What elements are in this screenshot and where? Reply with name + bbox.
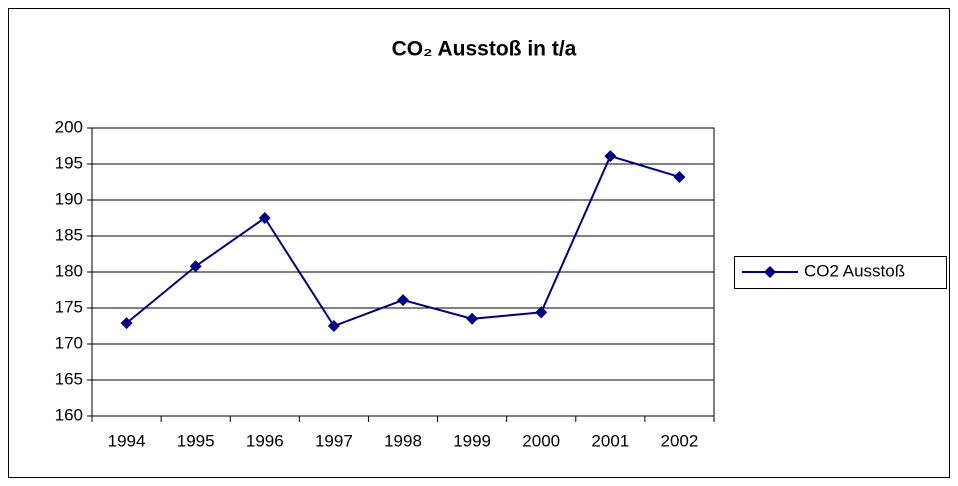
y-tick-label: 200 [55, 117, 83, 136]
x-tick-label: 2000 [522, 431, 560, 450]
y-tick-label: 160 [55, 405, 83, 424]
data-point [604, 150, 617, 163]
legend-label: CO2 Ausstoß [804, 261, 905, 280]
y-tick-label: 165 [55, 369, 83, 388]
x-tick-label: 1995 [177, 431, 215, 450]
x-tick-label: 2001 [591, 431, 629, 450]
data-point [258, 212, 271, 224]
y-tick-label: 180 [55, 261, 83, 280]
data-point [397, 294, 409, 307]
x-tick-label: 2002 [661, 431, 699, 450]
x-tick-label: 1998 [384, 431, 422, 450]
y-tick-label: 170 [55, 333, 83, 352]
x-tick-label: 1996 [246, 431, 284, 450]
y-tick-label: 175 [55, 297, 83, 316]
x-tick-label: 1997 [315, 431, 353, 450]
y-tick-label: 195 [55, 153, 83, 172]
data-point [327, 320, 340, 332]
y-tick-label: 185 [55, 225, 83, 244]
data-point [466, 312, 479, 325]
data-point [673, 170, 686, 183]
y-tick-label: 190 [55, 189, 83, 208]
legend-marker [764, 266, 776, 278]
data-point [120, 317, 133, 330]
x-tick-label: 1999 [453, 431, 491, 450]
x-tick-label: 1994 [108, 431, 146, 450]
chart-title: CO₂ Ausstoß in t/a [392, 38, 577, 61]
data-point [189, 260, 202, 273]
data-point [535, 306, 548, 319]
